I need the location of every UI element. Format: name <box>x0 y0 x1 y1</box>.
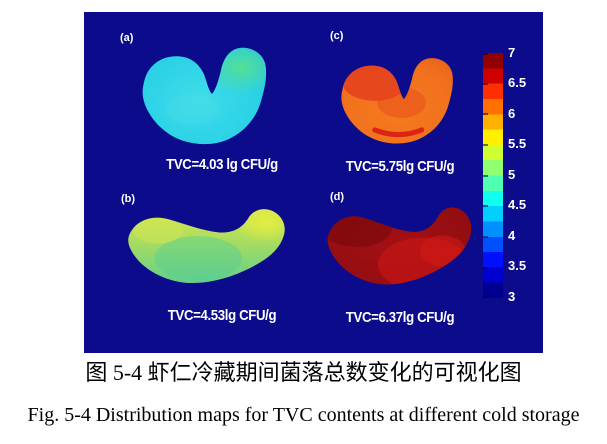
colorbar-label-6-5: 6.5 <box>508 75 527 90</box>
colorbar-tick <box>483 267 488 269</box>
colorbar-label-6: 6 <box>508 106 516 121</box>
caption-english: Fig. 5-4 Distribution maps for TVC conte… <box>27 404 580 426</box>
colorbar-tick <box>483 53 488 55</box>
colorbar-tick <box>483 113 488 115</box>
colorbar-tick <box>483 296 488 298</box>
panel-label-c: (c) <box>330 30 344 42</box>
shrimp-heatmap-c <box>341 58 453 144</box>
tvc-value-a: TVC=4.03 lg CFU/g <box>166 156 278 173</box>
caption-chinese: 图 5-4 虾仁冷藏期间菌落总数变化的可视化图 <box>85 360 522 385</box>
shrimp-heatmap-b <box>128 209 285 284</box>
tvc-value-c: TVC=5.75lg CFU/g <box>345 158 455 175</box>
shrimp-heatmap-d <box>327 207 472 285</box>
panel-label-b: (b) <box>121 193 136 205</box>
colorbar-label-5: 5 <box>508 167 516 182</box>
colorbar-tick <box>483 205 488 207</box>
colorbar-label-5-5: 5.5 <box>508 136 527 151</box>
colorbar-label-3: 3 <box>508 289 516 304</box>
tvc-value-b: TVC=4.53lg CFU/g <box>167 307 277 324</box>
colorbar-tick <box>483 83 488 85</box>
colorbar-label-7: 7 <box>508 45 516 60</box>
colorbar-label-3-5: 3.5 <box>508 258 527 273</box>
colorbar-tick <box>483 236 488 238</box>
panel-label-a: (a) <box>120 32 134 44</box>
heatmap-panel: (a) TVC=4.03 <box>84 12 543 353</box>
colorbar-tick <box>483 144 488 146</box>
panel-label-d: (d) <box>330 191 345 203</box>
colorbar-label-4: 4 <box>508 228 516 243</box>
colorbar <box>483 53 503 298</box>
colorbar-tick <box>483 175 488 177</box>
shrimp-heatmap-a <box>142 47 267 145</box>
tvc-value-d: TVC=6.37lg CFU/g <box>345 309 455 326</box>
colorbar-label-4-5: 4.5 <box>508 197 527 212</box>
